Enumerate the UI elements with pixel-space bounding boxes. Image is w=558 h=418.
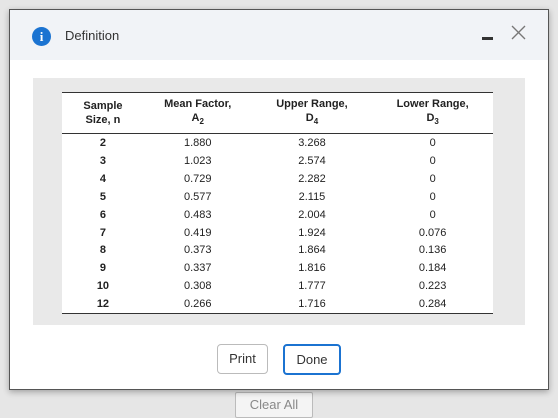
minimize-button[interactable] bbox=[482, 37, 493, 40]
table-cell: 1.023 bbox=[183, 155, 212, 168]
table-cell: 0.284 bbox=[372, 295, 493, 315]
table-cell: 0.136 bbox=[418, 244, 447, 257]
table-cell: 0.729 bbox=[183, 172, 212, 185]
header-symbol: A2 bbox=[144, 111, 252, 129]
table-row: 12 0.266 1.716 0.284 bbox=[62, 295, 493, 315]
table-cell: 0.577 bbox=[183, 190, 212, 203]
table-cell: 2.115 bbox=[298, 190, 326, 203]
close-button[interactable] bbox=[511, 25, 526, 40]
table-cell: 0 bbox=[429, 208, 436, 221]
symbol: D bbox=[426, 112, 435, 124]
table-cell: 0.076 bbox=[418, 226, 447, 239]
table-panel: Sample Size, n Mean Factor, A2 Upper Range, D… bbox=[33, 78, 525, 325]
column-header: Sample Size, n bbox=[62, 91, 144, 135]
header-line: Lower Range, bbox=[396, 98, 469, 110]
header-symbol: D4 bbox=[252, 111, 373, 129]
subscript: 2 bbox=[199, 117, 204, 127]
table-cell: 1.777 bbox=[298, 280, 326, 293]
table-cell: 0.223 bbox=[418, 280, 447, 293]
table-cell: 6 bbox=[99, 208, 106, 221]
table-cell: 1.864 bbox=[298, 244, 326, 257]
table-row: 3 1.023 2.574 0 bbox=[62, 152, 493, 170]
table-cell: 2 bbox=[99, 137, 106, 150]
definition-table: Sample Size, n Mean Factor, A2 Upper Range, D… bbox=[62, 91, 493, 315]
column-header: Lower Range, D3 bbox=[372, 91, 493, 135]
table-cell: 2.282 bbox=[298, 172, 326, 185]
table-cell: 3.268 bbox=[298, 137, 326, 150]
table-cell: 0.373 bbox=[183, 244, 212, 257]
symbol: A bbox=[191, 112, 200, 124]
column-header: Upper Range, D4 bbox=[251, 91, 373, 135]
page-body: Clear All i Definition Sample Size, n Mean… bbox=[9, 9, 549, 418]
table-cell: 12 bbox=[62, 295, 144, 315]
header-symbol: D3 bbox=[372, 111, 493, 129]
table-row: 4 0.729 2.282 0 bbox=[62, 170, 493, 188]
table-cell: 2.004 bbox=[298, 208, 326, 221]
header-line: Sample bbox=[83, 100, 123, 113]
table-cell: 0.419 bbox=[183, 226, 212, 239]
done-button[interactable]: Done bbox=[283, 344, 341, 375]
table-cell: 0.184 bbox=[418, 262, 447, 275]
column-header: Mean Factor, A2 bbox=[143, 91, 252, 135]
table-cell: 0 bbox=[429, 155, 436, 168]
table-cell: 0.483 bbox=[183, 208, 212, 221]
dialog: i Definition Sample Size, n Mean Factor, A2… bbox=[9, 9, 549, 390]
table-cell: 1.924 bbox=[298, 226, 326, 239]
table-row: 10 0.308 1.777 0.223 bbox=[62, 277, 493, 295]
table-cell: 0.308 bbox=[183, 280, 212, 293]
dialog-header: i Definition bbox=[10, 10, 548, 60]
table-cell: 1.716 bbox=[251, 295, 373, 315]
table-cell: 7 bbox=[99, 226, 106, 239]
table-cell: 3 bbox=[99, 155, 106, 168]
symbol: D bbox=[305, 112, 314, 124]
table-cell: 0.266 bbox=[143, 295, 252, 315]
print-button[interactable]: Print bbox=[217, 344, 268, 374]
table-cell: 2.574 bbox=[298, 155, 326, 168]
header-line: Mean Factor, bbox=[164, 98, 232, 110]
table-row: 9 0.337 1.816 0.184 bbox=[62, 259, 493, 277]
table-cell: 1.816 bbox=[298, 262, 326, 275]
table-cell: 1.880 bbox=[183, 137, 212, 150]
table-cell: 0.337 bbox=[183, 262, 212, 275]
table-cell: 0 bbox=[429, 137, 436, 150]
table-cell: 8 bbox=[99, 244, 106, 257]
info-icon: i bbox=[32, 27, 51, 46]
table-cell: 0 bbox=[429, 190, 436, 203]
clear-all-button[interactable]: Clear All bbox=[235, 392, 313, 418]
table-cell: 5 bbox=[99, 190, 106, 203]
table-row: 7 0.419 1.924 0.076 bbox=[62, 224, 493, 242]
table-cell: 10 bbox=[96, 280, 110, 293]
table-cell: 0 bbox=[429, 172, 436, 185]
window-controls bbox=[482, 25, 526, 40]
subscript: 4 bbox=[313, 117, 319, 127]
table-row: 8 0.373 1.864 0.136 bbox=[62, 242, 493, 260]
table-row: 5 0.577 2.115 0 bbox=[62, 188, 493, 206]
header-row: Sample Size, n Mean Factor, A2 Upper Range, D… bbox=[62, 91, 493, 135]
subscript: 3 bbox=[434, 117, 439, 127]
table-cell: 9 bbox=[99, 262, 106, 275]
header-line: Size, n bbox=[85, 114, 121, 127]
table-body: 2 1.880 3.268 0 3 1.023 2.574 0 4 0.729 2.282 0 5 0.5… bbox=[62, 134, 493, 315]
table-cell: 4 bbox=[99, 172, 106, 185]
header-line: Upper Range, bbox=[276, 98, 348, 110]
table-row: 2 1.880 3.268 0 bbox=[62, 134, 493, 152]
page: {"dialog": {"title": "Definition", "tabl… bbox=[9, 9, 549, 418]
table-row: 6 0.483 2.004 0 bbox=[62, 206, 493, 224]
dialog-title: Definition bbox=[65, 28, 120, 43]
